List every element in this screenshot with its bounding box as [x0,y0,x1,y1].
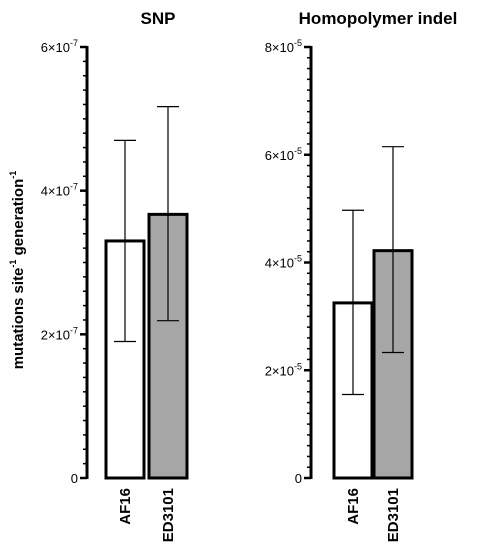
snp-panel: SNP 0 2×10-7 4×10-7 6×10-7 AF16 ED3101 [41,9,189,542]
y-tick-label: 8×10-5 [265,38,302,55]
y-tick-label: 2×10-7 [41,325,78,342]
category-label: ED3101 [385,488,402,542]
category-label: ED3101 [160,488,177,542]
y-tick-label: 6×10-5 [265,146,302,163]
y-tick-label: 2×10-5 [265,361,302,378]
chart-title: SNP [141,9,176,28]
category-label: AF16 [117,488,134,525]
y-tick-label: 6×10-7 [41,38,78,55]
homopolymer-indel-panel: Homopolymer indel 0 2×10-5 4×10-5 6×10-5 8×10… [265,9,458,542]
y-tick-label: 0 [71,471,78,486]
chart-title: Homopolymer indel [299,9,458,28]
bar-ed3101 [372,249,414,480]
y-tick-label: 0 [295,471,302,486]
category-label: AF16 [345,488,362,525]
y-tick-label: 4×10-5 [265,254,302,271]
y-axis-label: mutations site-1 generation-1 [8,171,27,370]
y-tick-label: 4×10-7 [41,182,78,199]
